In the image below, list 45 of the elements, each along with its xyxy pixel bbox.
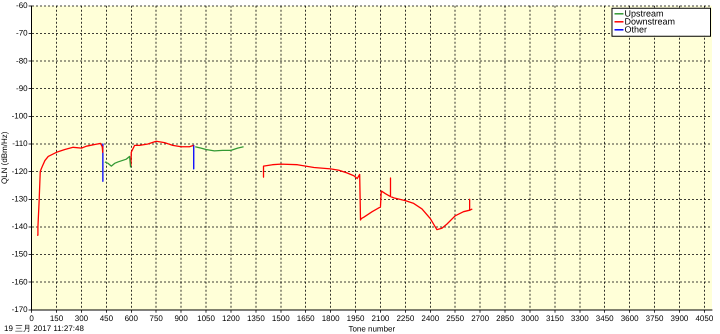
- y-tick-label: -110: [12, 139, 28, 148]
- x-tick-label: 750: [150, 314, 164, 323]
- x-tick-label: 2850: [496, 314, 514, 323]
- x-tick-label: 450: [100, 314, 114, 323]
- legend-label: Upstream: [624, 8, 664, 18]
- x-tick-label: 1350: [246, 314, 266, 323]
- x-axis-title: Tone number: [348, 324, 396, 334]
- x-tick-label: 2400: [421, 314, 440, 323]
- x-tick-label: 2250: [396, 314, 415, 323]
- y-tick-label: -160: [12, 277, 28, 286]
- legend-label: Other: [624, 24, 647, 34]
- y-tick-label: -150: [12, 250, 28, 259]
- x-tick-label: 1200: [222, 314, 240, 323]
- x-tick-label: 2700: [471, 314, 490, 323]
- x-tick-label: 4050: [695, 314, 714, 323]
- x-tick-label: 2100: [372, 314, 390, 323]
- x-tick-label: 3600: [620, 314, 640, 323]
- y-tick-label: -80: [16, 56, 28, 66]
- x-tick-label: 1650: [296, 314, 316, 323]
- x-tick-label: 1800: [322, 314, 340, 323]
- x-tick-label: 600: [124, 314, 138, 323]
- x-tick-label: 0: [29, 314, 34, 323]
- x-tick-label: 3750: [646, 314, 664, 323]
- text: 19 三月 2017 11:27:48: [4, 324, 84, 334]
- y-tick-label: -100: [12, 112, 28, 121]
- y-tick-label: -60: [16, 1, 28, 10]
- x-tick-label: 1050: [197, 314, 216, 323]
- y-tick-label: -120: [12, 166, 28, 176]
- y-tick-label: -90: [16, 84, 28, 93]
- y-axis-title: QLN (dBm/Hz): [0, 131, 10, 184]
- x-tick-label: 300: [74, 314, 89, 323]
- x-tick-label: 900: [174, 314, 188, 323]
- x-tick-label: 3450: [596, 314, 614, 323]
- y-tick-label: -70: [16, 28, 28, 38]
- x-tick-label: 1500: [272, 314, 290, 323]
- x-tick-label: 2550: [446, 314, 465, 323]
- x-tick-label: 1950: [346, 314, 365, 323]
- x-tick-label: 3900: [670, 314, 689, 323]
- x-tick-label: 150: [50, 314, 64, 323]
- x-tick-label: 3000: [521, 314, 540, 323]
- y-tick-label: -130: [12, 194, 28, 204]
- x-tick-label: 3150: [546, 314, 564, 323]
- y-tick-label: -140: [12, 222, 28, 232]
- x-tick-label: 3300: [570, 314, 590, 323]
- y-tick-label: -170: [12, 305, 28, 314]
